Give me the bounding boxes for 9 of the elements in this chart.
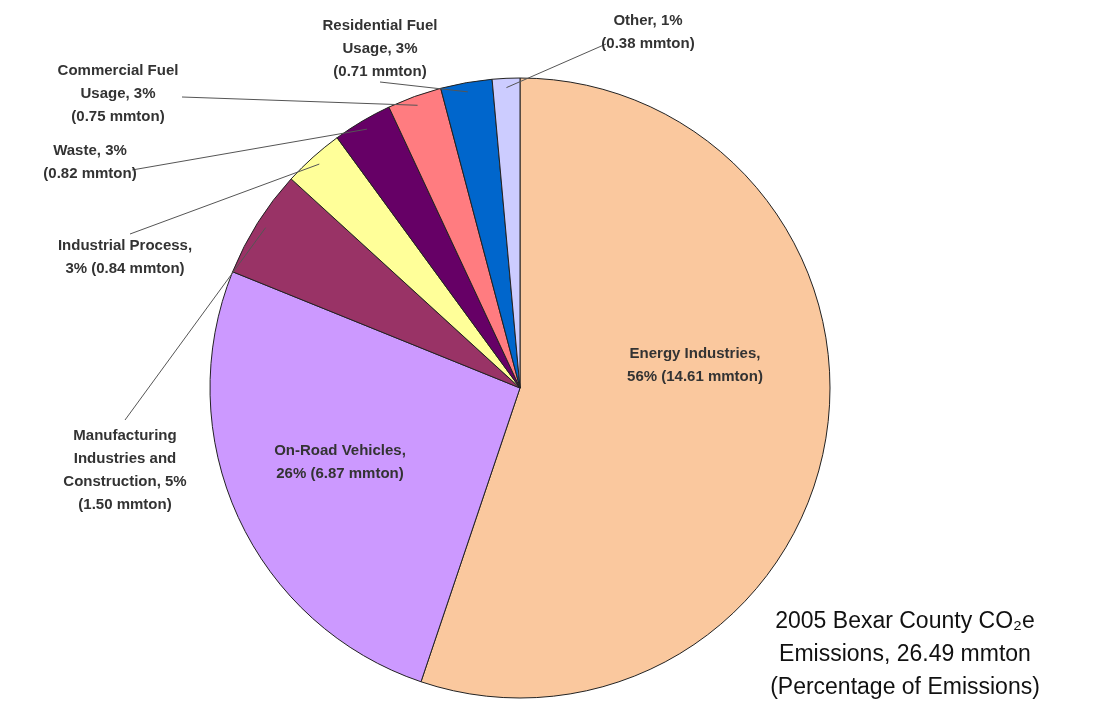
slice-label: Other, 1% (0.38 mmton) xyxy=(601,11,695,51)
slice-label: Manufacturing Industries and Construction, 5% (1.50 mmton) xyxy=(63,426,187,512)
slice-label: On-Road Vehicles, 26% (6.87 mmton) xyxy=(274,441,406,481)
text: 2005 Bexar County CO₂e Emissions, 26.49 mmton (Percentage of Emissions) xyxy=(770,607,1040,699)
slice-label: Energy Industries, 56% (14.61 mmton) xyxy=(627,344,763,384)
slice-label: Industrial Process, 3% (0.84 mmton) xyxy=(57,236,193,276)
slice-label: Commercial Fuel Usage, 3% (0.75 mmton) xyxy=(57,61,179,124)
slice-label: Waste, 3% (0.82 mmton) xyxy=(43,141,137,181)
slice-label: Residential Fuel Usage, 3% (0.71 mmton) xyxy=(322,16,438,79)
